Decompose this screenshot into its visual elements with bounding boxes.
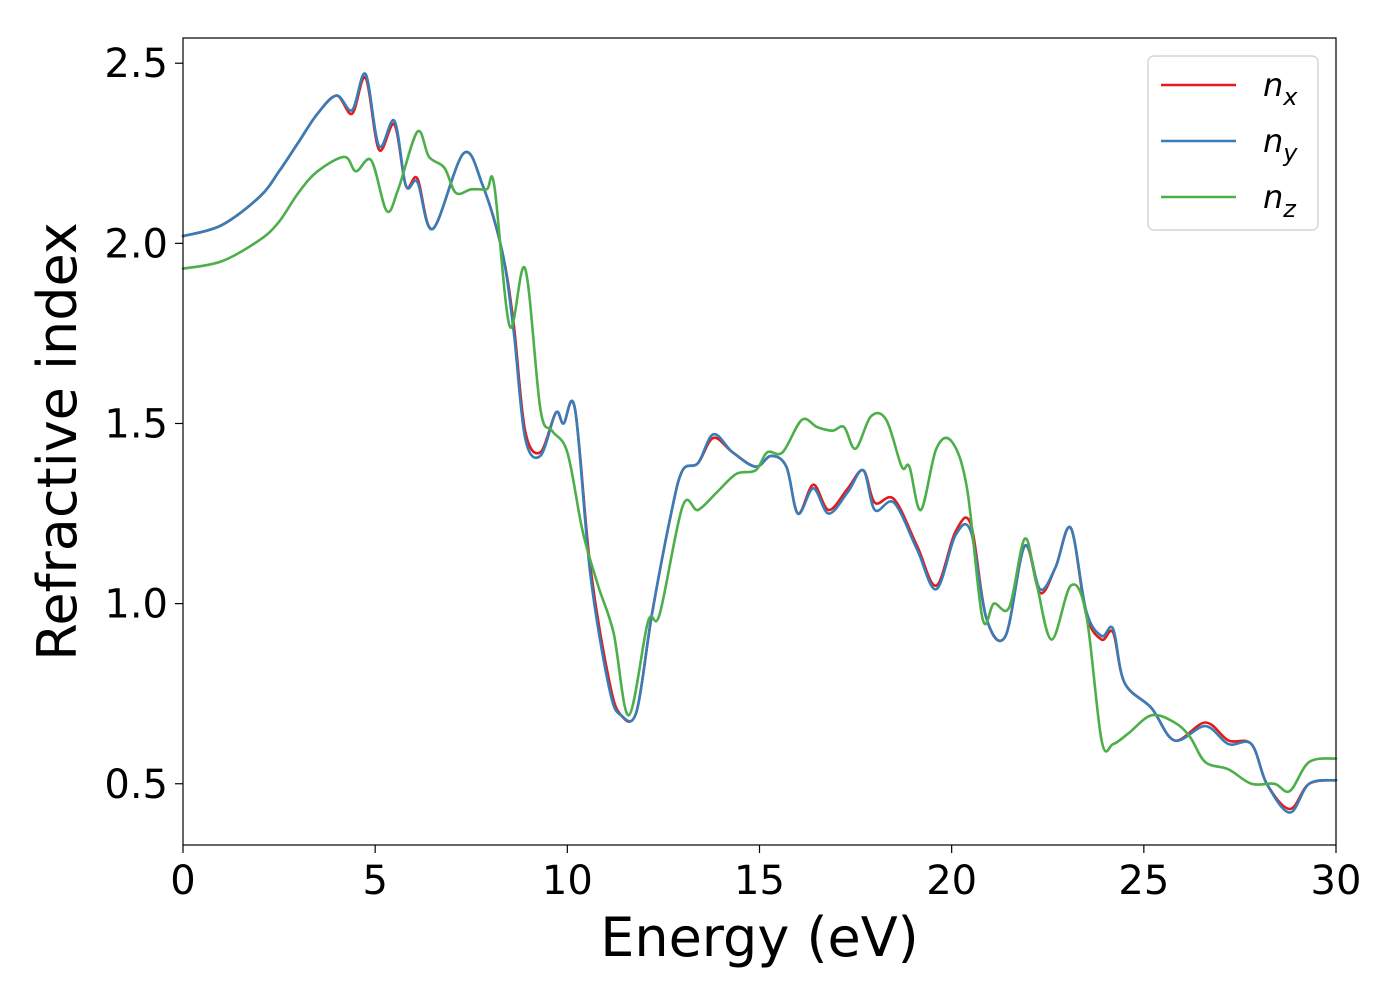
x-axis-label: Energy (eV) [600, 906, 919, 969]
x-tick-label: 10 [542, 858, 593, 904]
y-tick-label: 0.5 [104, 762, 168, 808]
legend-box [1147, 55, 1319, 231]
y-tick-label: 1.0 [104, 582, 168, 628]
series-line-ny [181, 72, 1338, 814]
y-tick-label: 2.5 [104, 41, 168, 87]
x-tick-label: 30 [1311, 858, 1362, 904]
legend-label-ny: ny [1263, 122, 1298, 167]
legend-label-nx: nx [1263, 66, 1298, 111]
series-layer [181, 72, 1338, 814]
x-tick-label: 20 [926, 858, 977, 904]
x-tick-label: 0 [170, 858, 195, 904]
x-axis: 0 5 10 15 20 25 30 [170, 845, 1361, 904]
y-axis: 0.5 1.0 1.5 2.0 2.5 [104, 41, 183, 808]
y-axis-label: Refractive index [26, 222, 89, 661]
x-tick-label: 5 [362, 858, 387, 904]
x-tick-label: 25 [1118, 858, 1169, 904]
y-tick-label: 1.5 [104, 401, 168, 447]
y-tick-label: 2.0 [104, 221, 168, 267]
series-line-nz [181, 129, 1338, 794]
legend-label-nz: nz [1263, 178, 1297, 223]
x-tick-label: 15 [734, 858, 785, 904]
legend: nx ny nz [1147, 55, 1319, 231]
